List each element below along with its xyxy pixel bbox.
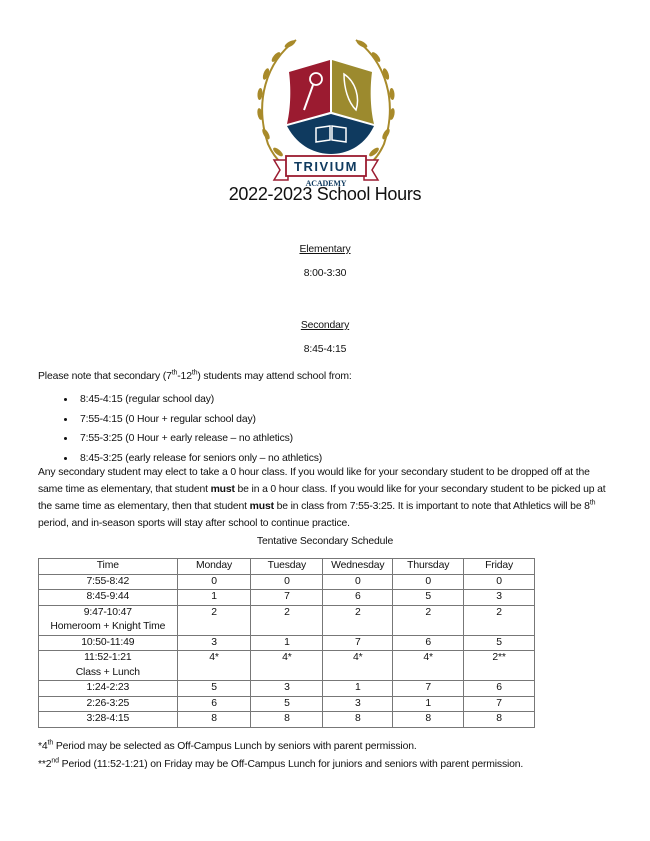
secondary-heading: Secondary: [300, 320, 350, 331]
period-cell: 6: [463, 680, 535, 697]
table-row: 7:55-8:42 0 0 0 0 0: [38, 573, 535, 590]
period-cell: 3: [250, 680, 324, 697]
period-cell: 5: [176, 680, 252, 697]
list-item: 8:45-3:25 (early release for seniors onl…: [76, 449, 322, 469]
period-cell: 4*: [250, 650, 324, 681]
logo-name: TRIVIUM: [294, 159, 358, 174]
table-header-row: Time Monday Tuesday Wednesday Thursday Friday: [38, 558, 535, 575]
period-cell: 4*: [322, 650, 394, 681]
period-cell: 8: [176, 711, 252, 728]
period-cell: 8: [392, 711, 465, 728]
period-cell: 7: [392, 680, 465, 697]
table-row: 10:50-11:49 3 1 7 6 5: [38, 634, 535, 651]
period-cell: 0: [176, 573, 252, 590]
time-cell: 1:24-2:23: [38, 680, 178, 697]
period-cell: 8: [250, 711, 324, 728]
period-cell: 8: [322, 711, 394, 728]
period-cell: 7: [250, 589, 324, 606]
footnote: **2nd Period (11:52-1:21) on Friday may …: [38, 757, 524, 770]
column-header: Tuesday: [250, 558, 324, 575]
list-item: 7:55-4:15 (0 Hour + regular school day): [76, 410, 322, 430]
period-cell: 2: [322, 604, 394, 636]
period-cell: 6: [392, 634, 465, 651]
period-cell: 4*: [392, 650, 465, 681]
column-header: Time: [38, 558, 178, 575]
column-header: Friday: [463, 558, 535, 575]
time-cell: 3:28-4:15: [38, 711, 178, 728]
schedule-caption: Tentative Secondary Schedule: [256, 536, 394, 547]
period-cell: 1: [250, 634, 324, 651]
table-row: 3:28-4:15 8 8 8 8 8: [38, 711, 535, 728]
period-cell: 0: [322, 573, 394, 590]
period-cell: 5: [250, 695, 324, 712]
attendance-options: 8:45-4:15 (regular school day) 7:55-4:15…: [38, 390, 322, 468]
period-cell: 1: [392, 695, 465, 712]
table-row: 8:45-9:44 1 7 6 5 3: [38, 589, 535, 606]
period-cell: 7: [322, 634, 394, 651]
period-cell: 5: [392, 589, 465, 606]
zero-hour-paragraph: Any secondary student may elect to take …: [38, 467, 606, 529]
time-cell: 11:52-1:21 Class + Lunch: [38, 650, 178, 681]
secondary-hours: 8:45-4:15: [303, 344, 347, 355]
period-cell: 6: [176, 695, 252, 712]
period-cell: 3: [463, 589, 535, 606]
footnotes: *4th Period may be selected as Off-Campu…: [38, 738, 618, 774]
table-row: 9:47-10:47 Homeroom + Knight Time 2 2 2 2 2: [38, 604, 535, 636]
elementary-heading: Elementary: [299, 244, 351, 255]
attendance-note: Please note that secondary (7th-12th) st…: [38, 369, 352, 382]
period-cell: 6: [322, 589, 394, 606]
trivium-academy-logo: TRIVIUM ACADEMY: [257, 39, 395, 188]
list-item: 7:55-3:25 (0 Hour + early release – no a…: [76, 429, 322, 449]
column-header: Thursday: [392, 558, 465, 575]
period-cell: 8: [463, 711, 535, 728]
column-header: Monday: [176, 558, 252, 575]
period-cell: 2: [463, 604, 535, 636]
period-cell: 2: [176, 604, 252, 636]
period-cell: 0: [463, 573, 535, 590]
period-cell: 2: [392, 604, 465, 636]
list-item: 8:45-4:15 (regular school day): [76, 390, 322, 410]
time-cell: 8:45-9:44: [38, 589, 178, 606]
column-header: Wednesday: [322, 558, 394, 575]
period-cell: 3: [322, 695, 394, 712]
period-cell: 3: [176, 634, 252, 651]
period-cell: 2**: [463, 650, 535, 681]
period-cell: 1: [176, 589, 252, 606]
table-row: 2:26-3:25 6 5 3 1 7: [38, 695, 535, 712]
period-cell: 1: [322, 680, 394, 697]
logo-sub: ACADEMY: [306, 179, 347, 188]
table-row: 1:24-2:23 5 3 1 7 6: [38, 680, 535, 697]
time-cell: 7:55-8:42: [38, 573, 178, 590]
page-title: 2022-2023 School Hours: [228, 184, 422, 204]
period-cell: 2: [250, 604, 324, 636]
table-row: 11:52-1:21 Class + Lunch 4* 4* 4* 4* 2**: [38, 650, 535, 681]
schedule-table: Time Monday Tuesday Wednesday Thursday Friday…: [38, 558, 535, 728]
period-cell: 4*: [176, 650, 252, 681]
period-cell: 5: [463, 634, 535, 651]
period-cell: 7: [463, 695, 535, 712]
time-cell: 9:47-10:47 Homeroom + Knight Time: [38, 604, 178, 636]
time-cell: 2:26-3:25: [38, 695, 178, 712]
period-cell: 0: [392, 573, 465, 590]
footnote: *4th Period may be selected as Off-Campu…: [38, 739, 417, 752]
period-cell: 0: [250, 573, 324, 590]
elementary-hours: 8:00-3:30: [303, 268, 347, 279]
time-cell: 10:50-11:49: [38, 634, 178, 651]
